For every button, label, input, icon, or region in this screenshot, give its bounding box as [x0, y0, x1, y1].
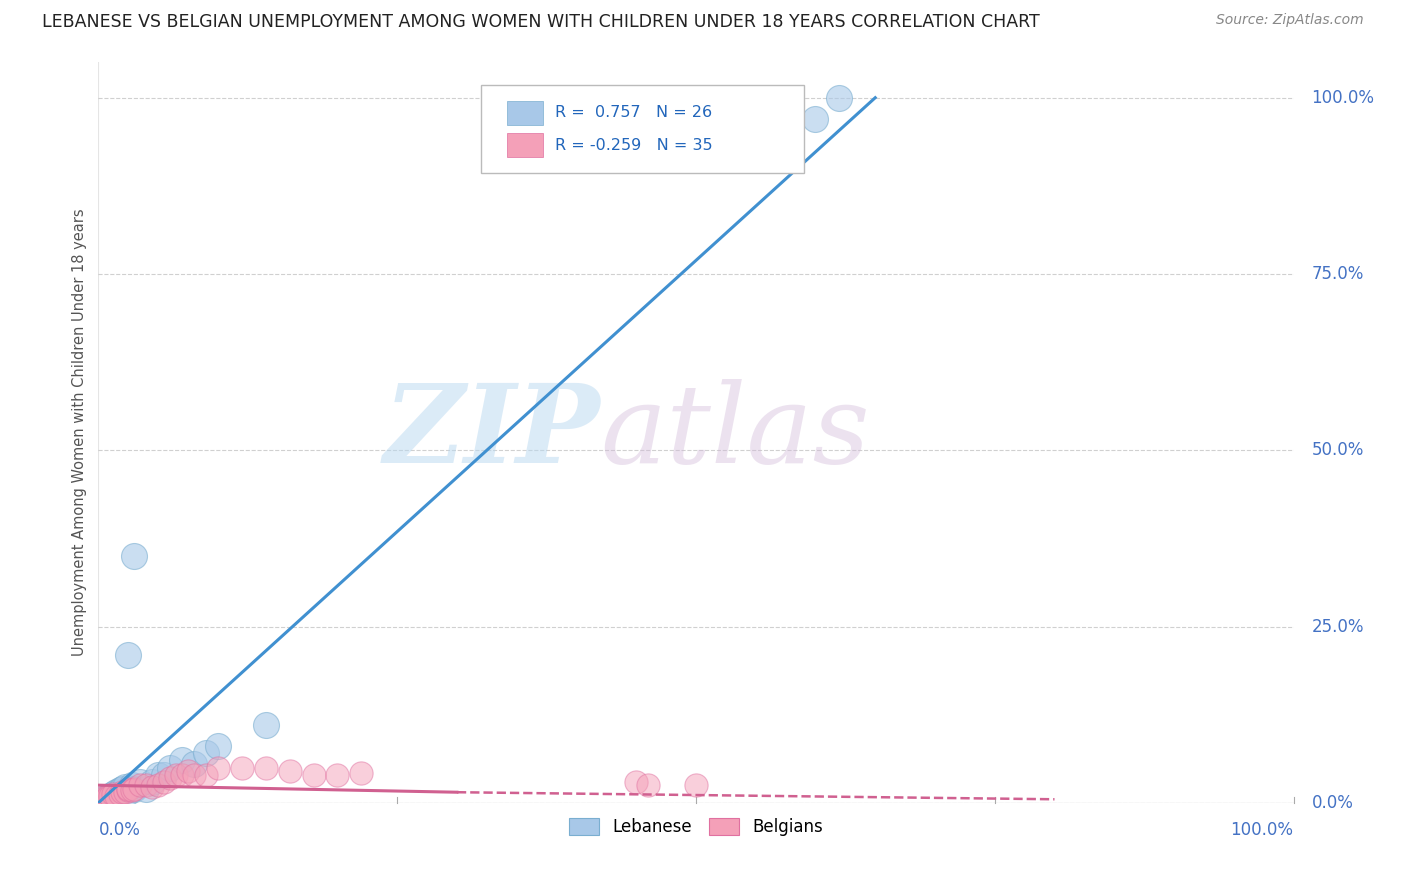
Text: 25.0%: 25.0% [1312, 617, 1364, 635]
Point [91, 792, 114, 806]
Point [117, 785, 139, 799]
Point [93, 792, 115, 806]
Legend: Lebanese, Belgians: Lebanese, Belgians [562, 811, 830, 843]
Point [97, 790, 120, 805]
Point [105, 785, 128, 799]
Text: R =  0.757   N = 26: R = 0.757 N = 26 [555, 105, 711, 120]
Point [207, 739, 229, 754]
Point [183, 757, 205, 772]
Point [129, 778, 152, 792]
Point [159, 771, 181, 785]
Point [195, 767, 218, 781]
Point [278, 764, 301, 778]
Point [685, 778, 707, 792]
Text: 50.0%: 50.0% [1312, 442, 1364, 459]
Point [637, 778, 659, 792]
Text: 0.0%: 0.0% [98, 822, 141, 839]
Point [101, 788, 124, 802]
Point [97, 789, 120, 803]
Point [121, 783, 143, 797]
Point [626, 774, 648, 789]
Text: ZIP: ZIP [384, 379, 600, 486]
Point [828, 91, 851, 105]
Text: atlas: atlas [600, 379, 870, 486]
Point [148, 767, 170, 781]
Point [105, 789, 128, 803]
Bar [508, 101, 543, 126]
Point [135, 778, 157, 792]
Point [195, 747, 218, 761]
Point [254, 760, 277, 774]
Point [165, 767, 187, 781]
Point [207, 760, 229, 774]
Point [117, 781, 139, 796]
Point [141, 780, 163, 795]
FancyBboxPatch shape [481, 85, 804, 173]
Point [96, 790, 118, 805]
Text: 100.0%: 100.0% [1312, 88, 1375, 107]
Point [804, 112, 827, 126]
Point [117, 648, 139, 662]
Point [231, 760, 253, 774]
Point [183, 767, 205, 781]
Point [121, 778, 143, 792]
Point [153, 774, 176, 789]
Text: LEBANESE VS BELGIAN UNEMPLOYMENT AMONG WOMEN WITH CHILDREN UNDER 18 YEARS CORREL: LEBANESE VS BELGIAN UNEMPLOYMENT AMONG W… [42, 13, 1040, 31]
Text: 100.0%: 100.0% [1230, 822, 1294, 839]
Text: R = -0.259   N = 35: R = -0.259 N = 35 [555, 138, 713, 153]
Point [159, 760, 181, 774]
Point [98, 789, 122, 803]
Point [124, 781, 146, 796]
Point [172, 767, 194, 781]
Point [129, 774, 152, 789]
Point [108, 788, 131, 802]
Point [124, 781, 146, 796]
Point [93, 790, 115, 805]
Point [172, 754, 194, 768]
Point [326, 767, 349, 781]
Point [101, 788, 124, 802]
Point [124, 549, 146, 563]
Bar [508, 133, 543, 157]
Point [135, 781, 157, 796]
Point [148, 778, 170, 792]
Text: 75.0%: 75.0% [1312, 265, 1364, 283]
Text: Source: ZipAtlas.com: Source: ZipAtlas.com [1216, 13, 1364, 28]
Point [114, 785, 136, 799]
Point [141, 774, 163, 789]
Point [111, 781, 134, 796]
Point [114, 780, 136, 795]
Point [350, 766, 373, 780]
Text: 0.0%: 0.0% [1312, 794, 1354, 812]
Y-axis label: Unemployment Among Women with Children Under 18 years: Unemployment Among Women with Children U… [72, 209, 87, 657]
Point [254, 718, 277, 732]
Point [302, 767, 325, 781]
Point [108, 783, 131, 797]
Point [153, 767, 176, 781]
Point [98, 789, 122, 803]
Point [177, 764, 200, 778]
Point [117, 783, 139, 797]
Point [111, 785, 134, 799]
